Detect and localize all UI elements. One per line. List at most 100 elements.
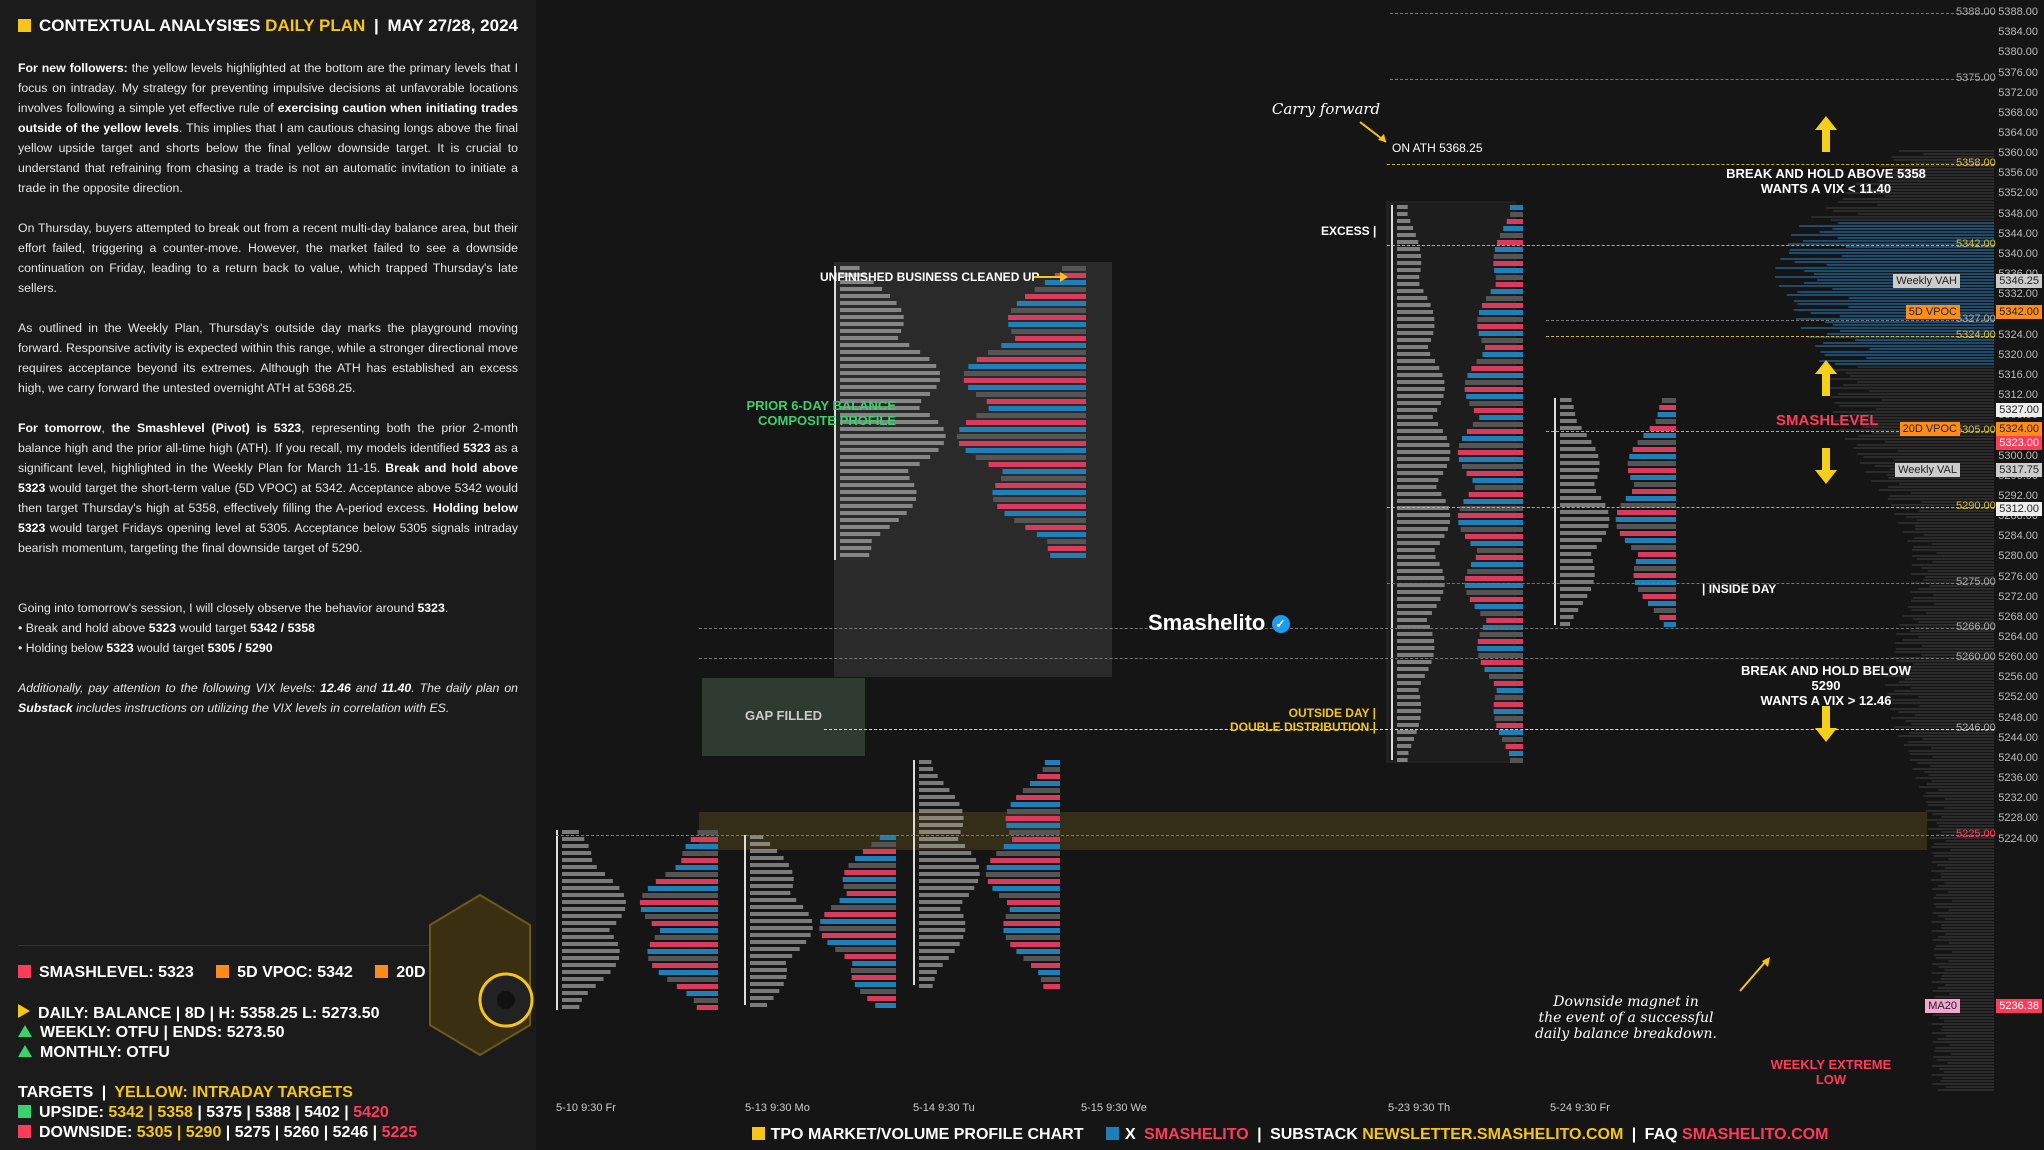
volume-bar — [1890, 657, 1994, 659]
tpo-letters — [562, 998, 582, 1002]
tpo-letters — [1397, 688, 1419, 692]
volume-bar — [1877, 180, 1994, 182]
volume-bar — [1952, 951, 1994, 953]
volume-bar — [1947, 1011, 1994, 1013]
price-level-label: 5246.00 — [1956, 721, 1996, 734]
volume-bar — [1825, 321, 1994, 323]
volume-bar — [1923, 534, 1994, 536]
tpo-letters — [1397, 562, 1440, 566]
volume-bar — [1910, 753, 1994, 755]
tpo-letters — [919, 907, 961, 911]
tpo-letters — [840, 371, 940, 375]
volume-bar — [1941, 816, 1994, 818]
volume-bar — [1807, 336, 1994, 338]
tpo-letters — [1397, 359, 1436, 363]
volume-bar — [1827, 333, 1994, 335]
volume-bar — [1944, 969, 1994, 971]
tpo-volume-bar — [1050, 553, 1086, 558]
x-handle-link[interactable]: SMASHELITO — [1144, 1126, 1249, 1143]
tpo-letters — [1560, 545, 1597, 549]
panel-header: CONTEXTUAL ANALYSIS ES DAILY PLAN | MAY … — [18, 16, 518, 40]
tpo-volume-bar — [1040, 977, 1060, 982]
tpo-letters — [1397, 324, 1435, 328]
tpo-letters — [1560, 566, 1595, 570]
volume-bar — [1898, 150, 1994, 152]
substack-link[interactable]: NEWSLETTER.SMASHELITO.COM — [1362, 1126, 1624, 1143]
tpo-profiles — [556, 205, 1676, 1010]
volume-bar — [1918, 636, 1994, 638]
tpo-letters — [1397, 338, 1432, 342]
volume-bar — [1911, 687, 1994, 689]
volume-bar — [1951, 1002, 1994, 1004]
tpo-letters — [1560, 580, 1594, 584]
tpo-letters — [562, 949, 620, 953]
volume-bar — [1934, 1050, 1994, 1052]
tpo-letters — [840, 301, 897, 305]
faq-link[interactable]: SMASHELITO.COM — [1682, 1126, 1829, 1143]
volume-bar — [1891, 717, 1994, 719]
volume-bar — [1930, 765, 1994, 767]
weekly-val-price: 5317.75 — [1996, 463, 2042, 477]
tpo-volume-bar — [1467, 373, 1523, 378]
tpo-volume-bar — [827, 940, 896, 945]
tpo-letters — [840, 476, 910, 480]
volume-bar — [1915, 525, 1994, 527]
price-level-label: 5327.00 — [1956, 313, 1996, 326]
tpo-chart[interactable]: 5388.00 5384.00 5380.00 5376.00 5372.00 5368.… — [536, 0, 2044, 1150]
price-axis-label: 5344.00 — [1998, 227, 2038, 240]
tpo-volume-bar — [986, 399, 1086, 404]
tpo-volume-bar — [1493, 261, 1523, 266]
tpo-volume-bar — [1631, 545, 1676, 550]
tpo-letters — [919, 886, 975, 890]
volume-bar — [1912, 549, 1994, 551]
tpo-volume-bar — [1478, 331, 1523, 336]
tpo-volume-bar — [860, 989, 896, 994]
tpo-volume-bar — [1005, 935, 1060, 940]
tpo-volume-bar — [1471, 366, 1523, 371]
tpo-letters — [919, 865, 979, 869]
tpo-volume-bar — [1482, 625, 1523, 630]
volume-bar — [1896, 633, 1994, 635]
tpo-letters — [1397, 499, 1446, 503]
volume-bar — [1913, 537, 1994, 539]
tpo-volume-bar — [1659, 615, 1676, 620]
tpo-letters — [750, 905, 804, 909]
volume-bar — [1943, 1071, 1994, 1073]
volume-bar — [1931, 846, 1994, 848]
tpo-volume-bar — [862, 849, 896, 854]
volume-bar — [1932, 963, 1994, 965]
volume-bar — [1931, 543, 1994, 545]
tpo-letters — [1560, 531, 1606, 535]
tpo-letters — [1397, 492, 1442, 496]
volume-bar — [1877, 204, 1994, 206]
tpo-volume-bar — [1466, 429, 1523, 434]
volume-bar — [1832, 324, 1994, 326]
panel-title: CONTEXTUAL ANALYSIS — [39, 16, 244, 35]
price-axis-label: 5368.00 — [1998, 106, 2038, 119]
volume-bar — [1831, 396, 1994, 398]
volume-bar — [1921, 654, 1994, 656]
volume-bar — [1888, 477, 1994, 479]
volume-bar — [1803, 240, 1994, 242]
tpo-letters — [1397, 541, 1440, 545]
volume-bar — [1908, 750, 1994, 752]
tpo-letters — [1397, 436, 1447, 440]
price-axis-label: 5356.00 — [1998, 167, 2038, 180]
tpo-letters — [840, 336, 899, 340]
tpo-letters — [840, 483, 915, 487]
price-5312: 5312.00 — [1996, 502, 2042, 516]
volume-bar — [1936, 1008, 1994, 1010]
tpo-letters — [1397, 758, 1408, 762]
tpo-volume-bar — [1625, 496, 1676, 501]
tpo-letters — [919, 858, 977, 862]
volume-bar — [1914, 714, 1994, 716]
break-below-note: BREAK AND HOLD BELOW 5290 WANTS A VIX > … — [1741, 663, 1911, 708]
vpoc5-marker-icon — [216, 965, 230, 978]
volume-bar — [1924, 771, 1994, 773]
tpo-volume-bar — [1466, 590, 1523, 595]
tpo-volume-bar — [640, 907, 718, 912]
tpo-volume-bar — [654, 935, 718, 940]
tpo-volume-bar — [647, 949, 718, 954]
tpo-letters — [1397, 555, 1436, 559]
volume-bar — [1949, 1044, 1994, 1046]
